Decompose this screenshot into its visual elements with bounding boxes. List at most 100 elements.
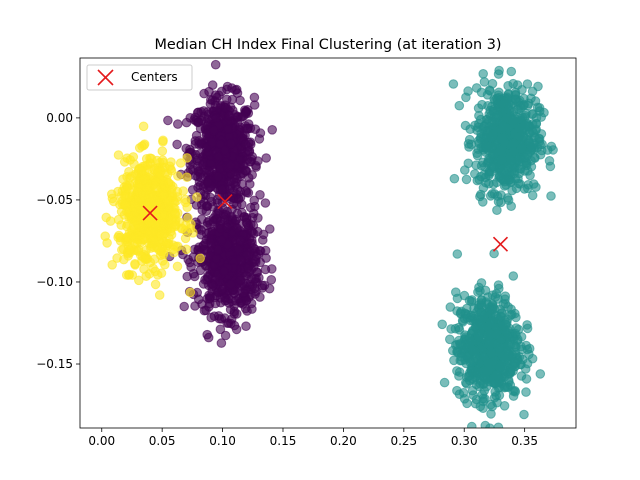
data-point (501, 326, 511, 337)
data-point (255, 190, 265, 200)
data-point (521, 387, 531, 397)
data-point (240, 165, 251, 176)
data-point (500, 354, 510, 364)
data-point (502, 318, 512, 328)
data-point (506, 155, 516, 166)
data-point (203, 332, 214, 343)
data-point (485, 423, 495, 428)
y-tick-label: −0.10 (36, 275, 73, 289)
data-point (159, 210, 169, 220)
data-point (463, 86, 473, 96)
data-point (476, 278, 487, 288)
data-point (182, 172, 192, 182)
data-point (204, 86, 214, 97)
data-point (452, 249, 463, 259)
data-point (241, 212, 252, 223)
data-point (157, 146, 168, 156)
data-point (462, 398, 472, 409)
data-point (266, 275, 277, 285)
data-points (100, 59, 558, 428)
data-point (159, 229, 169, 239)
data-point (489, 162, 500, 172)
data-point (492, 110, 502, 121)
center-marker-0 (142, 205, 158, 221)
data-point (219, 266, 229, 276)
data-point (468, 345, 479, 356)
data-point (533, 81, 543, 92)
data-point (205, 192, 216, 203)
data-point (195, 253, 205, 264)
data-point (246, 298, 257, 309)
x-tick-label: 0.00 (88, 434, 115, 448)
data-point (157, 155, 168, 165)
data-point (522, 320, 532, 330)
data-point (163, 177, 174, 188)
data-point (453, 347, 464, 358)
data-point (215, 139, 225, 149)
data-point (173, 119, 183, 129)
data-point (140, 253, 150, 263)
legend-label-centers: Centers (131, 70, 178, 84)
data-point (520, 120, 530, 131)
data-point (461, 174, 472, 185)
data-point (226, 138, 236, 149)
data-point (478, 69, 489, 79)
data-point (504, 104, 514, 114)
data-point (223, 124, 233, 134)
data-point (247, 238, 257, 249)
data-point (506, 201, 517, 211)
data-point (500, 294, 510, 305)
data-point (172, 261, 183, 272)
data-point (529, 179, 539, 189)
data-point (250, 283, 260, 294)
data-point (508, 78, 519, 89)
data-point (178, 186, 188, 196)
data-point (463, 139, 474, 149)
data-point (107, 260, 117, 270)
data-point (522, 79, 533, 89)
data-point (454, 100, 465, 111)
data-point (210, 59, 221, 70)
data-point (216, 235, 227, 246)
data-point (265, 224, 275, 234)
x-axis: 0.00 0.05 0.10 0.15 0.20 0.25 0.30 0.35 (88, 428, 538, 448)
data-point (508, 115, 518, 126)
data-point (517, 85, 527, 95)
data-point (483, 365, 493, 376)
data-point (498, 121, 508, 132)
data-point (124, 192, 135, 202)
data-point (125, 245, 135, 255)
data-point (180, 194, 191, 205)
data-point (173, 241, 183, 252)
data-point (206, 238, 216, 248)
x-tick-label: 0.05 (149, 434, 176, 448)
data-point (150, 279, 161, 290)
data-point (510, 308, 520, 319)
data-point (476, 307, 486, 318)
data-point (452, 293, 463, 304)
y-tick-label: −0.15 (36, 357, 73, 371)
data-point (519, 93, 529, 104)
data-point (135, 203, 146, 214)
data-point (192, 107, 203, 118)
data-point (158, 135, 168, 146)
data-point (193, 117, 203, 128)
data-point (236, 255, 246, 266)
data-point (167, 191, 178, 201)
cluster-1-points (437, 65, 558, 428)
data-point (108, 196, 119, 207)
data-point (479, 379, 489, 389)
data-point (539, 107, 549, 118)
data-point (493, 69, 504, 79)
data-point (477, 99, 487, 110)
data-point (207, 137, 217, 148)
data-point (250, 274, 260, 284)
data-point (163, 200, 173, 210)
data-point (220, 330, 231, 341)
data-point (258, 229, 269, 240)
data-point (149, 165, 159, 175)
data-point (261, 153, 272, 163)
x-tick-label: 0.20 (330, 434, 357, 448)
data-point (249, 195, 259, 206)
legend-box (86, 64, 193, 91)
